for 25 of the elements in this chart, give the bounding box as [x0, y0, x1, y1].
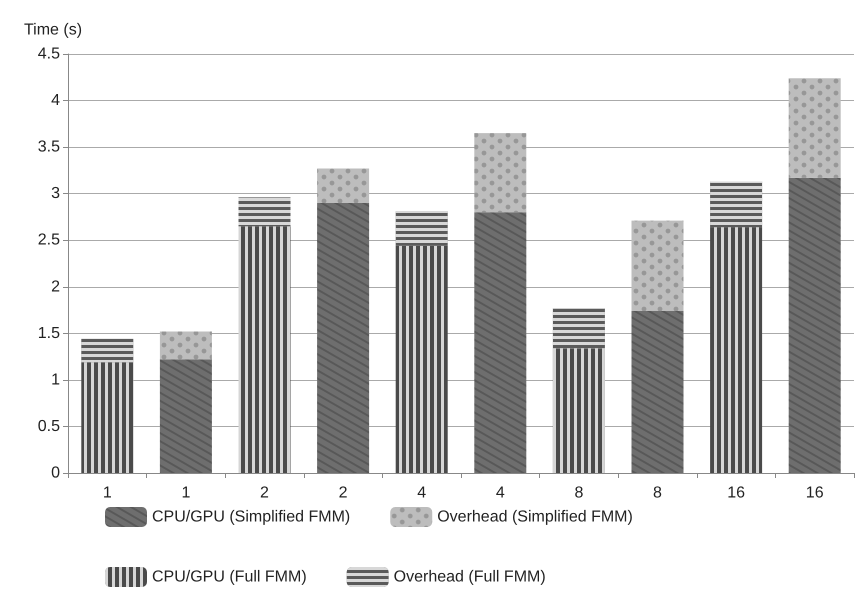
x-tick-label: 1 — [181, 484, 190, 502]
x-tick-label: 4 — [496, 484, 505, 502]
x-tick-label: 1 — [102, 484, 112, 502]
y-tick-label: 0.5 — [38, 418, 60, 435]
y-tick-label: 4 — [51, 92, 60, 110]
y-tick-label: 2 — [51, 278, 60, 296]
x-tick-label: 8 — [653, 484, 662, 502]
x-tick-label: 2 — [260, 484, 270, 502]
x-tick-label: 16 — [727, 484, 746, 502]
x-tick-label: 16 — [806, 484, 824, 502]
legend-label: CPU/GPU (Full FMM) — [152, 568, 307, 586]
y-tick-label: 2.5 — [38, 232, 60, 249]
y-tick-label: 3.5 — [38, 138, 60, 156]
y-axis-title: Time (s) — [24, 22, 82, 38]
y-tick-label: 1 — [51, 371, 60, 388]
y-tick-label: 0 — [51, 464, 60, 482]
legend-label: Overhead (Full FMM) — [394, 568, 546, 586]
y-tick-label: 4.5 — [38, 46, 60, 62]
y-tick-label: 3 — [51, 185, 60, 202]
x-tick-label: 8 — [574, 484, 584, 502]
x-tick-label: 2 — [338, 484, 348, 502]
y-tick-label: 1.5 — [38, 324, 60, 342]
legend-label: Overhead (Simplified FMM) — [437, 508, 633, 526]
legend-label: CPU/GPU (Simplified FMM) — [152, 508, 350, 526]
x-tick-label: 4 — [417, 484, 426, 502]
